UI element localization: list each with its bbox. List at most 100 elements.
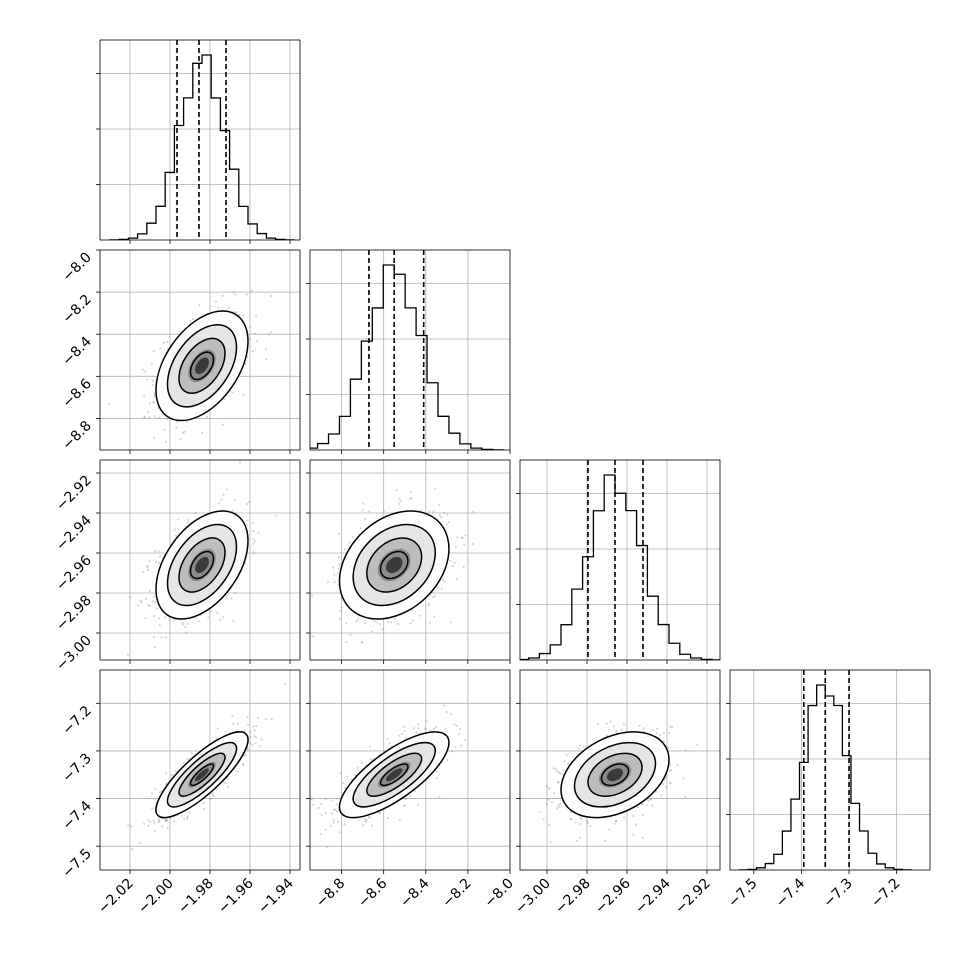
scatter-point <box>183 430 186 433</box>
scatter-point <box>403 804 406 808</box>
y-tick-label: −3.00 <box>53 633 95 675</box>
contour-line <box>587 752 643 797</box>
scatter-point <box>265 357 268 361</box>
scatter-point <box>180 814 184 817</box>
scatter-point <box>222 493 225 496</box>
scatter-point <box>365 820 368 823</box>
scatter-point <box>676 763 679 767</box>
scatter-point <box>145 565 148 568</box>
scatter-point <box>153 549 157 553</box>
x-tick-label: −7.2 <box>868 876 903 911</box>
x-tick-label: −1.94 <box>255 875 297 917</box>
scatter-point <box>160 636 163 639</box>
panel-content <box>539 720 699 844</box>
scatter-point <box>609 720 612 723</box>
scatter-point <box>247 500 251 504</box>
scatter-point <box>144 597 147 601</box>
scatter-point <box>157 416 160 419</box>
scatter-point <box>417 727 420 730</box>
scatter-point <box>445 710 448 714</box>
contour-line <box>166 323 238 408</box>
scatter-point <box>569 817 572 820</box>
scatter-point <box>211 792 214 795</box>
scatter-point <box>455 578 458 581</box>
scatter-point <box>378 811 382 815</box>
scatter-point <box>219 618 222 621</box>
contour-line <box>178 537 226 593</box>
scatter-point <box>370 824 373 827</box>
scatter-point <box>405 736 408 739</box>
scatter-point <box>605 722 609 725</box>
scatter-point <box>254 736 258 739</box>
scatter-point <box>542 818 545 821</box>
scatter-point <box>659 733 662 737</box>
scatter-point <box>388 742 391 745</box>
scatter-point <box>381 627 384 631</box>
scatter-point <box>443 580 446 583</box>
scatter-point <box>165 486 167 488</box>
scatter-point <box>246 715 249 719</box>
scatter-point <box>249 338 252 341</box>
scatter-point <box>356 618 360 621</box>
scatter-point <box>579 744 582 747</box>
scatter-point <box>246 723 250 726</box>
scatter-point <box>326 581 330 584</box>
x-tick-label: −2.94 <box>632 875 674 917</box>
scatter-point <box>357 818 360 821</box>
scatter-point <box>198 304 201 307</box>
scatter-point <box>382 510 386 513</box>
scatter-point <box>142 822 146 826</box>
scatter-point <box>267 333 271 336</box>
scatter-point <box>645 803 648 807</box>
scatter-point <box>162 341 166 344</box>
scatter-point <box>545 802 549 805</box>
scatter-point <box>232 290 235 294</box>
scatter-point <box>233 591 237 594</box>
scatter-point <box>209 797 212 800</box>
scatter-point <box>254 332 257 335</box>
scatter-point <box>211 793 214 797</box>
scatter-point <box>361 641 364 644</box>
scatter-point <box>555 769 558 773</box>
scatter-point <box>622 723 626 726</box>
scatter-point <box>436 770 439 773</box>
scatter-point <box>361 761 364 764</box>
scatter-point <box>438 514 441 517</box>
scatter-point <box>339 772 342 775</box>
scatter-point <box>363 621 367 624</box>
scatter-point <box>437 518 440 521</box>
scatter-point <box>253 729 256 732</box>
x-tick-label: −8.8 <box>313 876 348 911</box>
scatter-point <box>217 306 220 309</box>
scatter-point <box>181 431 185 434</box>
scatter-point <box>252 552 255 555</box>
histogram-panel-2 <box>306 249 511 454</box>
scatter-point <box>188 811 191 814</box>
scatter-point <box>418 614 421 617</box>
scatter-point <box>235 311 238 314</box>
scatter-point <box>428 510 431 513</box>
scatter-point <box>147 603 150 606</box>
density-region <box>606 768 624 782</box>
y-tick-label: −2.92 <box>53 473 95 515</box>
scatter-point <box>583 745 586 748</box>
scatter-point <box>174 534 178 538</box>
scatter-point <box>355 620 358 623</box>
scatter-point <box>451 750 454 753</box>
scatter-point <box>554 767 557 771</box>
scatter-point <box>181 622 184 625</box>
scatter-point <box>354 773 357 777</box>
scatter-point <box>246 519 249 522</box>
scatter-point <box>247 748 250 751</box>
scatter-point <box>174 769 177 773</box>
scatter-point <box>153 393 156 396</box>
scatter-point <box>146 565 149 568</box>
scatter-point <box>605 734 608 737</box>
scatter-point <box>684 795 687 799</box>
scatter-point <box>319 832 322 836</box>
scatter-point <box>164 818 168 821</box>
scatter-point <box>428 621 431 624</box>
scatter-point <box>404 804 407 807</box>
scatter-point <box>147 819 150 822</box>
scatter-point <box>432 596 435 599</box>
